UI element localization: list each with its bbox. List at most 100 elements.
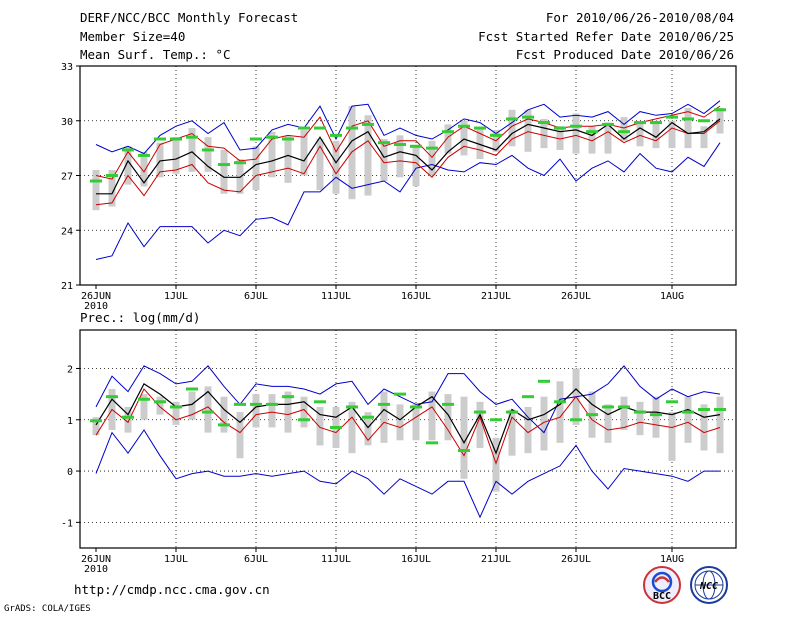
panel2-obs-mark [570, 418, 582, 422]
panel1-spread-bar [140, 151, 148, 187]
panel1-obs-mark [458, 124, 470, 128]
panel2-obs-mark [298, 418, 310, 422]
panel1-xtick-label: 16JUL [401, 291, 431, 302]
panel1-spread-bar [476, 128, 484, 160]
panel1-spread-bar [508, 109, 516, 147]
panel2-spread-bar [652, 396, 660, 438]
panel1-xtick-label: 1AUG [660, 291, 684, 302]
panel2-obs-mark [282, 395, 294, 399]
panel1-spread-bar [652, 120, 660, 149]
panel2-spread-bar [204, 386, 212, 433]
panel2-spread-bar [172, 401, 180, 425]
panel2-obs-mark [490, 418, 502, 422]
panel2-spread-bar [460, 396, 468, 479]
panel1-spread-bar [412, 146, 420, 187]
panel1-ytick-label: 30 [61, 117, 73, 128]
panel1-spread-bar [716, 107, 724, 134]
panel1-obs-mark [282, 137, 294, 141]
panel2-year-label: 2010 [84, 564, 108, 575]
panel2-spread-bar [428, 391, 436, 441]
panel1-obs-mark [250, 137, 262, 141]
panel2-spread-bar [140, 394, 148, 420]
panel2-spread-bar [156, 396, 164, 415]
panel2-spread-bar [188, 391, 196, 420]
panel2-obs-mark [170, 405, 182, 409]
panel1-spread-bar [172, 137, 180, 174]
panel2-spread-bar [444, 394, 452, 441]
panel1-spread-bar [220, 149, 228, 194]
panel1-obs-mark [106, 174, 118, 177]
panel2-title: Prec.: log(mm/d) [80, 310, 201, 325]
panel1-obs-mark [170, 137, 182, 141]
panel1-obs-mark [506, 117, 518, 121]
panel1-spread-bar [236, 159, 244, 194]
panel2-obs-mark [554, 400, 566, 404]
footer-credit: GrADS: COLA/IGES [4, 604, 91, 614]
panel1-obs-mark [266, 135, 278, 139]
panel2-obs-mark [682, 410, 694, 414]
panel2-obs-mark [458, 449, 470, 453]
panel1-obs-mark [602, 122, 614, 126]
panel1-obs-mark [522, 115, 534, 119]
panel1-max-line [95, 100, 721, 155]
panel1-xtick-label: 6JUL [244, 291, 268, 302]
panel2-xtick-label: 1JUL [164, 554, 188, 565]
panel1-obs-mark [634, 121, 646, 125]
panel2-obs-mark [202, 410, 214, 414]
panel1-year-label: 2010 [84, 301, 108, 312]
panel2-spread-bar [636, 401, 644, 436]
bcc-logo: BCC [643, 566, 681, 604]
panel1-ytick-label: 21 [61, 281, 73, 292]
panel1-spread-bar [444, 124, 452, 154]
panel1-obs-mark [362, 122, 374, 126]
panel2-obs-mark [522, 395, 534, 399]
panel1-obs-mark [218, 163, 230, 167]
panel2-xtick-label: 1AUG [660, 554, 684, 565]
panel2-spread-bar [364, 412, 372, 446]
panel2-spread-bar [348, 401, 356, 454]
panel2-obs-mark [154, 400, 166, 404]
panel2-spread-bar [236, 412, 244, 459]
panel2-obs-mark [602, 405, 614, 409]
panel2-spread-bar [380, 391, 388, 443]
panel1-spread-bar [284, 135, 292, 183]
panel1-xtick-label: 26JUN [81, 291, 111, 302]
panel2-obs-mark [250, 402, 262, 406]
panel1-spread-bar [460, 120, 468, 156]
panel2-obs-mark [586, 413, 598, 417]
panel1-xtick-label: 11JUL [321, 291, 351, 302]
panel1-obs-mark [666, 115, 678, 119]
panel2-obs-mark [506, 410, 518, 414]
panel2-obs-mark [234, 402, 246, 406]
panel2-spread-bar [668, 412, 676, 461]
panel1-spread-bar [380, 139, 388, 181]
panel1-spread-bar [572, 113, 580, 154]
panel1-ytick-label: 33 [61, 62, 73, 73]
panel1-spread-bar [540, 118, 548, 149]
footer-url[interactable]: http://cmdp.ncc.cma.gov.cn [74, 582, 270, 597]
panel2-obs-mark [426, 441, 438, 445]
panel1-spread-bar [204, 137, 212, 172]
panel2-xtick-label: 11JUL [321, 554, 351, 565]
panel2-spread-bar [396, 404, 404, 441]
panel2-spread-bar [124, 406, 132, 433]
header-right-line-3: Fcst Produced Date 2010/06/26 [515, 47, 734, 62]
header-right-line-2: Fcst Started Refer Date 2010/06/25 [478, 29, 734, 44]
panel1-spread-bar [268, 131, 276, 178]
panel2-spread-bar [284, 391, 292, 433]
panel2-obs-mark [410, 405, 422, 409]
ncc-globe-icon: NCC [694, 570, 724, 600]
panel1-obs-mark [202, 148, 214, 152]
panel2-spread-bar [316, 406, 324, 446]
panel2-ytick-label: 1 [67, 416, 73, 427]
panel1-spread-bar [636, 122, 644, 147]
ncc-logo-text: NCC [699, 581, 718, 592]
panel2-xtick-label: 21JUL [481, 554, 511, 565]
panel1-obs-mark [122, 148, 134, 152]
panel2-obs-mark [714, 408, 726, 412]
panel1-xtick-label: 1JUL [164, 291, 188, 302]
panel1-spread-bar [620, 117, 628, 141]
panel1-spread-bar [684, 107, 692, 149]
panel2-obs-mark [538, 379, 550, 383]
